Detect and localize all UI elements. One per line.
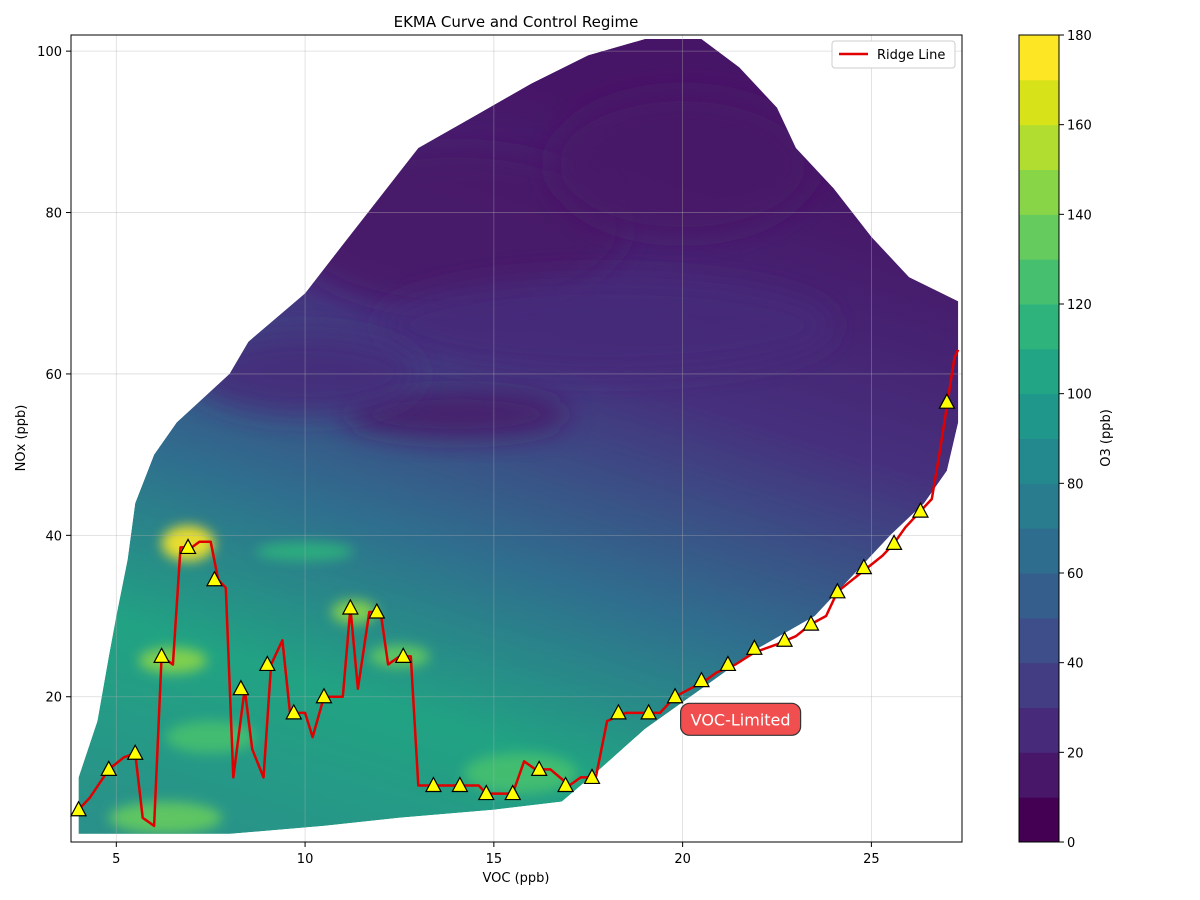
ridge-marker — [719, 655, 737, 672]
high-ozone-zone-7 — [255, 541, 355, 562]
ridge-markers — [70, 392, 956, 817]
annotation-box — [680, 702, 802, 736]
ridge-marker — [205, 570, 223, 587]
colorbar-tick-label: 20 — [1067, 746, 1084, 761]
ozone-surface — [78, 39, 959, 834]
y-axis-title: NOx (ppb) — [14, 405, 29, 472]
colorbar-band — [1019, 752, 1059, 798]
colorbar-band — [1019, 438, 1059, 484]
ridge-marker — [232, 679, 250, 696]
ridge-marker — [911, 501, 929, 518]
colorbar-frame — [1018, 34, 1060, 843]
colorbar-band — [1019, 662, 1059, 708]
colorbar-band — [1019, 35, 1059, 81]
ridge-marker — [126, 743, 144, 760]
surface-base — [78, 39, 959, 834]
colorbar-tick-label: 180 — [1067, 29, 1092, 44]
y-tick-label: 20 — [45, 691, 62, 706]
ridge-marker — [828, 582, 846, 599]
x-tick-label: 20 — [674, 852, 691, 867]
colorbar-tick-label: 100 — [1067, 388, 1092, 403]
ridge-marker — [451, 776, 469, 793]
colorbar-band — [1019, 259, 1059, 305]
colorbar-band — [1019, 797, 1059, 843]
y-axis-ticks: 20 40 60 80 100 — [37, 45, 71, 706]
x-tick-label: 10 — [297, 852, 314, 867]
colorbar-band — [1019, 393, 1059, 439]
high-ozone-zone-5 — [165, 720, 256, 754]
low-ozone-zone-3 — [342, 390, 570, 439]
colorbar-tick-label: 160 — [1067, 119, 1092, 134]
ridge-marker — [609, 703, 627, 720]
colorbar-tick-label: 80 — [1067, 477, 1084, 492]
low-ozone-zone-2 — [380, 277, 834, 374]
ridge-marker — [745, 639, 763, 655]
legend: Ridge Line — [831, 40, 956, 69]
colorbar-band — [1019, 617, 1059, 664]
ridge-marker — [776, 630, 794, 647]
x-tick-label: 5 — [112, 852, 120, 867]
annotation-label: VOC-Limited — [691, 710, 791, 729]
ridge-marker — [285, 703, 303, 720]
ridge-marker — [424, 776, 442, 793]
colorbar-band — [1019, 79, 1059, 126]
colorbar-band — [1019, 707, 1059, 753]
ridge-marker — [583, 768, 601, 785]
ridge-marker — [938, 392, 956, 409]
ridge-marker — [885, 534, 903, 551]
x-axis-ticks: 5 10 15 20 25 — [112, 842, 880, 867]
ridge-marker — [315, 687, 333, 704]
y-tick-label: 40 — [45, 529, 62, 544]
ridge-marker — [802, 614, 820, 631]
ridge-marker — [394, 647, 412, 663]
voc-limited-annotation: VOC-Limited — [680, 702, 802, 736]
low-ozone-zone-4 — [191, 333, 419, 415]
ridge-marker — [70, 800, 88, 817]
ridge-marker — [557, 776, 575, 793]
surface-contours — [78, 39, 959, 834]
x-axis-title: VOC (ppb) — [482, 871, 549, 886]
ridge-marker — [530, 760, 548, 776]
x-tick-label: 15 — [486, 852, 503, 867]
colorbar-tick-label: 0 — [1067, 836, 1075, 851]
colorbar-band — [1019, 573, 1059, 619]
ridge-marker — [368, 602, 386, 619]
colorbar-label: O3 (ppb) — [1099, 409, 1114, 467]
legend-box — [831, 40, 956, 69]
ridge-marker — [100, 760, 118, 776]
colorbar-tick-label: 60 — [1067, 567, 1084, 582]
y-tick-label: 60 — [45, 368, 62, 383]
ridge-marker — [258, 655, 276, 672]
ridge-marker — [640, 703, 658, 720]
ridge-marker — [153, 647, 171, 663]
colorbar-band — [1019, 348, 1059, 395]
low-ozone-zone-1 — [550, 91, 815, 237]
ridge-marker — [341, 598, 359, 615]
ridge-marker — [477, 784, 495, 801]
ridge-marker — [504, 784, 522, 801]
ridge-marker — [179, 538, 197, 555]
colorbar-band — [1019, 304, 1059, 350]
colorbar-band — [1019, 124, 1059, 170]
legend-label-ridge-line: Ridge Line — [877, 48, 945, 63]
colorbar-tick-label: 140 — [1067, 208, 1092, 223]
colorbar: 0 20 40 60 80 100 120 140 160 180 O3 (ppb) — [1018, 29, 1114, 851]
plot-frame — [70, 34, 963, 843]
colorbar-band — [1019, 528, 1059, 574]
x-tick-label: 25 — [863, 852, 880, 867]
colorbar-tick-label: 40 — [1067, 657, 1084, 672]
ridge-marker — [692, 671, 710, 688]
colorbar-band — [1019, 214, 1059, 260]
plot-area: 5 10 15 20 25 20 40 60 80 100 — [37, 34, 963, 867]
ridge-marker — [666, 687, 684, 704]
high-ozone-zone-6 — [108, 801, 223, 834]
ridge-marker — [855, 558, 873, 575]
y-tick-label: 80 — [45, 207, 62, 222]
colorbar-tick-label: 120 — [1067, 298, 1092, 313]
y-tick-label: 100 — [37, 45, 62, 60]
colorbar-band — [1019, 483, 1059, 529]
colorbar-band — [1019, 169, 1059, 215]
chart-title: EKMA Curve and Control Regime — [394, 13, 639, 31]
